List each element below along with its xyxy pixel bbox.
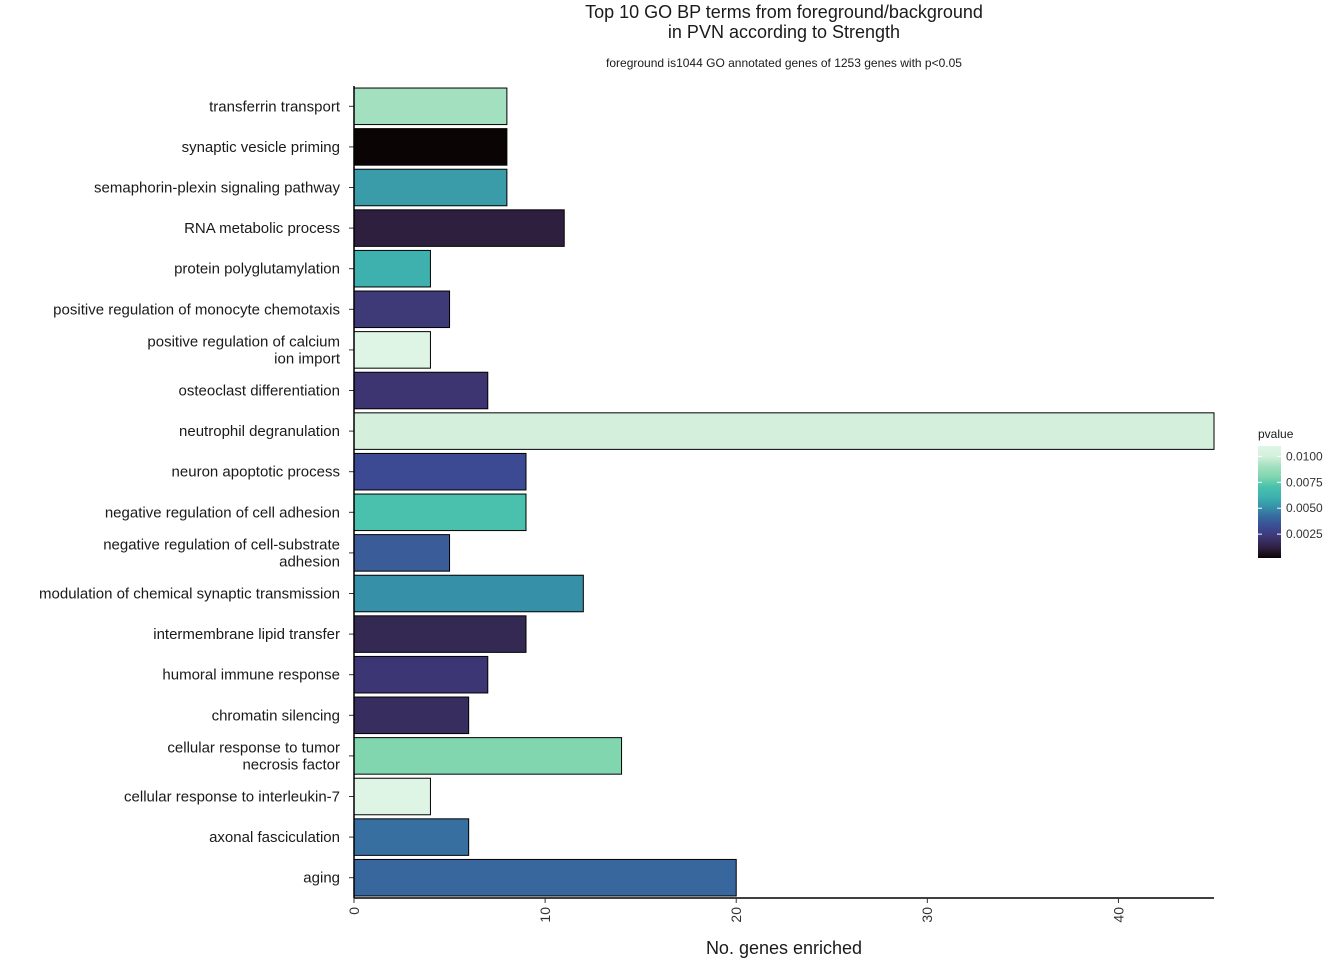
bar-chromatin-silencing [353, 696, 470, 735]
category-label-synaptic-vesicle-priming: synaptic vesicle priming [182, 139, 340, 156]
category-label-neutrophil-degranulation: neutrophil degranulation [179, 423, 340, 440]
category-label-humoral-immune-response: humoral immune response [162, 667, 340, 684]
category-label-protein-polyglutamylation: protein polyglutamylation [174, 261, 340, 278]
bar-cellular-response-to-interleukin-7 [353, 777, 431, 816]
legend-tick-label: 0.0100 [1286, 449, 1323, 463]
bar-axonal-fasciculation [353, 818, 470, 856]
legend-colorbar [1258, 446, 1281, 558]
bar-cellular-response-to-tumor-necrosis-factor [353, 737, 623, 775]
category-label-neuron-apoptotic-process: neuron apoptotic process [172, 464, 340, 481]
category-label-negative-regulation-of-cell-substrate-adhesion-line-2: adhesion [279, 553, 340, 570]
category-label-cellular-response-to-tumor-necrosis-factor-line-2: necrosis factor [242, 756, 340, 773]
category-label-semaphorin-plexin-signaling-pathway: semaphorin-plexin signaling pathway [94, 180, 340, 197]
x-axis-label: No. genes enriched [706, 938, 862, 958]
bar-negative-regulation-of-cell-substrate-adhesion [353, 534, 451, 572]
category-label-rna-metabolic-process: RNA metabolic process [184, 220, 340, 237]
x-tick-label: 0 [346, 907, 362, 915]
legend: pvalue 0.0025 0.0050 0.0075 0.0100 [1258, 427, 1323, 558]
x-ticks-group: 0 10 20 30 40 [346, 898, 1126, 923]
bar-synaptic-vesicle-priming [353, 128, 508, 166]
bar-positive-regulation-of-monocyte-chemotaxis [353, 290, 451, 329]
x-tick-label: 30 [919, 907, 935, 923]
legend-tick-label: 0.0075 [1286, 475, 1323, 489]
category-label-cellular-response-to-interleukin-7: cellular response to interleukin-7 [124, 789, 340, 806]
bar-osteoclast-differentiation [353, 371, 489, 410]
bar-intermembrane-lipid-transfer [353, 615, 527, 653]
legend-tick-label: 0.0025 [1286, 527, 1323, 541]
bar-positive-regulation-of-calcium-ion-import [353, 331, 431, 369]
bar-humoral-immune-response [353, 655, 489, 694]
category-label-axonal-fasciculation: axonal fasciculation [209, 829, 340, 846]
bar-aging [353, 858, 737, 897]
bar-neutrophil-degranulation [353, 412, 1215, 450]
chart-title-line-2: in PVN according to Strength [668, 22, 900, 42]
category-label-cellular-response-to-tumor-necrosis-factor-line-1: cellular response to tumor [167, 739, 340, 756]
category-label-positive-regulation-of-monocyte-chemotaxis: positive regulation of monocyte chemotax… [53, 301, 340, 318]
category-label-transferrin-transport: transferrin transport [209, 98, 341, 115]
legend-ticks-group: 0.0025 0.0050 0.0075 0.0100 [1258, 449, 1323, 541]
chart-title-line-1: Top 10 GO BP terms from foreground/backg… [585, 2, 983, 22]
bar-transferrin-transport [353, 87, 508, 126]
category-label-negative-regulation-of-cell-adhesion: negative regulation of cell adhesion [105, 504, 340, 521]
category-label-modulation-of-chemical-synaptic-transmission: modulation of chemical synaptic transmis… [39, 586, 340, 603]
chart-subtitle: foreground is1044 GO annotated genes of … [606, 56, 962, 70]
legend-tick-label: 0.0050 [1286, 501, 1323, 515]
bar-negative-regulation-of-cell-adhesion [353, 493, 527, 532]
bar-protein-polyglutamylation [353, 249, 431, 288]
bar-semaphorin-plexin-signaling-pathway [353, 168, 508, 207]
x-tick-label: 10 [537, 907, 553, 923]
category-labels-group: transferrin transport synaptic vesicle pr… [39, 98, 354, 887]
bar-neuron-apoptotic-process [353, 452, 527, 491]
legend-title: pvalue [1258, 427, 1294, 441]
category-label-positive-regulation-of-calcium-ion-import-line-2: ion import [274, 350, 341, 367]
category-label-intermembrane-lipid-transfer: intermembrane lipid transfer [153, 626, 340, 643]
category-label-positive-regulation-of-calcium-ion-import-line-1: positive regulation of calcium [147, 333, 340, 350]
category-label-aging: aging [303, 870, 340, 887]
bars-group [353, 87, 1215, 897]
x-tick-label: 40 [1110, 907, 1126, 923]
category-label-chromatin-silencing: chromatin silencing [212, 707, 340, 724]
bar-modulation-of-chemical-synaptic-transmission [353, 574, 584, 613]
bar-rna-metabolic-process [353, 209, 565, 247]
category-label-negative-regulation-of-cell-substrate-adhesion-line-1: negative regulation of cell-substrate [103, 536, 340, 553]
x-tick-label: 20 [728, 907, 744, 923]
category-label-osteoclast-differentiation: osteoclast differentiation [179, 383, 341, 400]
